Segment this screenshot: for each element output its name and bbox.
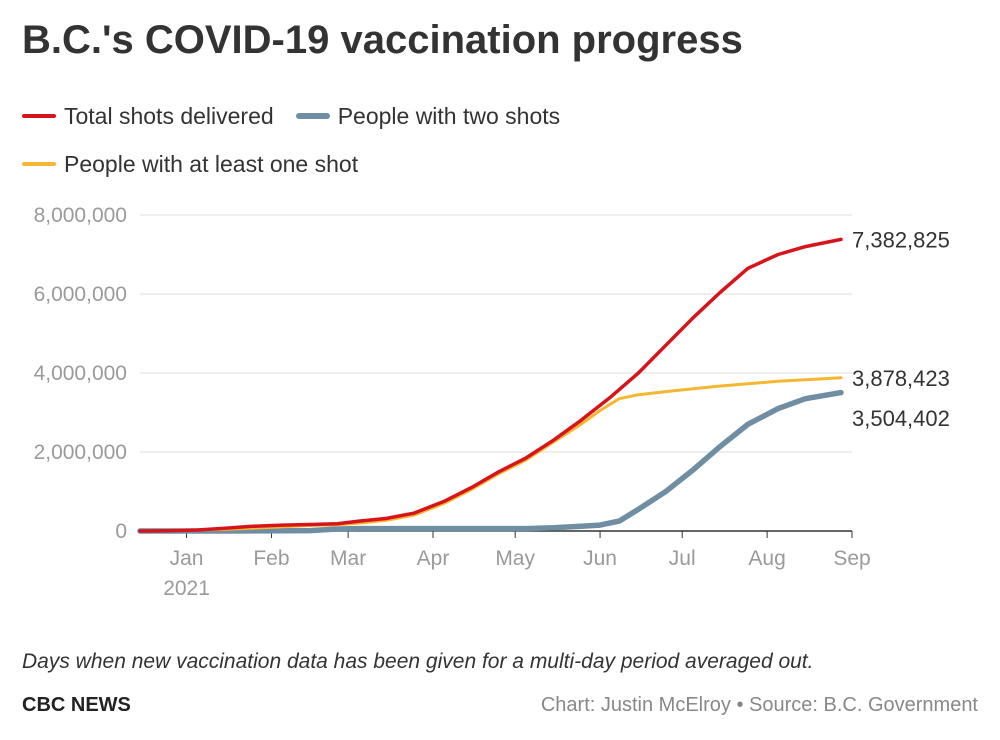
x-axis-ticks: Jan Feb Mar Apr May Jun Jul Aug Sep 2021	[163, 531, 871, 600]
y-tick-label: 4,000,000	[34, 362, 127, 385]
y-axis-ticks: 0 2,000,000 4,000,000 6,000,000 8,000,000	[34, 204, 127, 543]
legend-label-one-shot: People with at least one shot	[64, 150, 359, 177]
x-tick-label: May	[495, 547, 535, 570]
legend-label-two-shots: People with two shots	[337, 102, 561, 129]
legend-swatch-one-shot	[22, 162, 56, 166]
x-tick-label: Sep	[833, 547, 870, 570]
chart-title: B.C.'s COVID-19 vaccination progress	[22, 18, 743, 62]
x-tick-label: Mar	[330, 547, 366, 570]
gridlines	[140, 214, 852, 532]
end-labels: 7,382,825 3,878,423 3,504,402	[852, 227, 950, 430]
end-label-two-shots: 3,504,402	[852, 406, 950, 431]
legend-swatch-total-shots	[22, 114, 56, 118]
x-tick-label: Apr	[417, 547, 450, 570]
line-chart: 0 2,000,000 4,000,000 6,000,000 8,000,000 Ja…	[34, 204, 950, 600]
series-line-one-shot	[138, 376, 843, 533]
x-tick-label: Jun	[583, 547, 617, 570]
legend-item-two-shots: People with two shots	[295, 102, 561, 130]
x-tick-label: Aug	[748, 547, 785, 570]
legend-row-2: People with at least one shot	[22, 150, 380, 178]
x-tick-label: Feb	[253, 547, 289, 570]
x-tick-label: Jul	[669, 547, 696, 570]
y-tick-label: 2,000,000	[34, 441, 127, 464]
series-line-two-shots	[137, 389, 844, 534]
legend-item-one-shot: People with at least one shot	[22, 151, 358, 178]
legend-row-1: Total shots delivered People with two sh…	[22, 102, 582, 130]
series-lines	[137, 237, 844, 534]
x-tick-year-label: 2021	[163, 577, 210, 600]
end-label-one-shot: 3,878,423	[852, 366, 950, 391]
y-tick-label: 0	[115, 520, 127, 543]
end-label-total-shots: 7,382,825	[852, 227, 950, 252]
legend-swatch-two-shots	[295, 113, 330, 119]
series-line-total-shots	[138, 237, 843, 533]
footnote: Days when new vaccination data has been …	[22, 650, 814, 673]
y-tick-label: 8,000,000	[34, 204, 127, 227]
y-tick-label: 6,000,000	[34, 283, 127, 306]
legend-item-total-shots: Total shots delivered	[22, 103, 274, 130]
x-tick-label: Jan	[170, 547, 204, 570]
chart-credit: Chart: Justin McElroy • Source: B.C. Gov…	[540, 694, 978, 716]
legend-label-total-shots: Total shots delivered	[64, 102, 274, 129]
brand-logo-text: CBC NEWS	[22, 694, 131, 716]
